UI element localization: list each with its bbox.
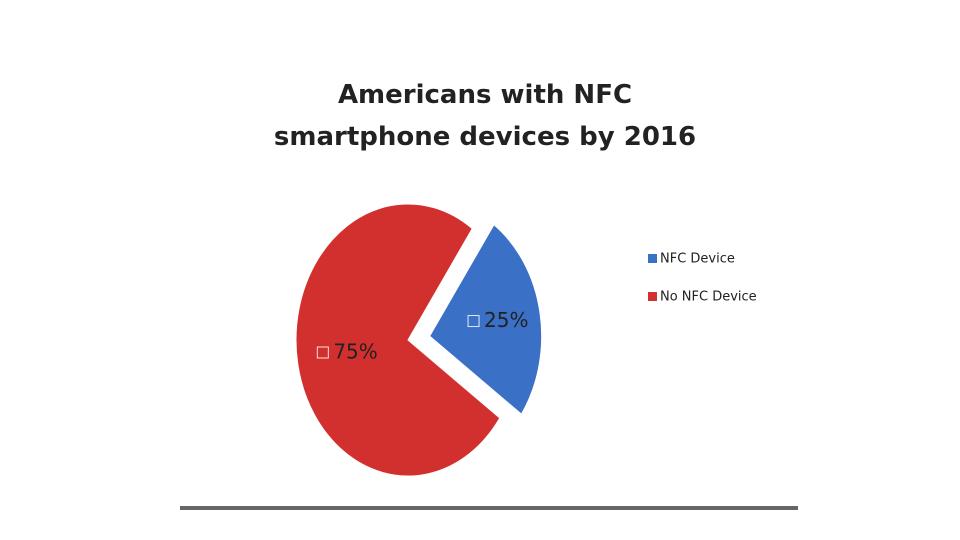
pie-slice — [429, 224, 543, 415]
data-label: 25% — [484, 308, 528, 332]
data-label: 75% — [333, 339, 377, 363]
pie-slice — [295, 203, 501, 477]
label-marker — [467, 315, 480, 328]
legend-swatch — [648, 292, 657, 301]
legend-swatch — [648, 254, 657, 263]
legend-label: NFC Device — [660, 252, 735, 267]
legend-label: No NFC Device — [660, 290, 757, 305]
chart-title: Americans with NFC smartphone devices by… — [273, 80, 697, 152]
label-marker — [316, 346, 329, 359]
